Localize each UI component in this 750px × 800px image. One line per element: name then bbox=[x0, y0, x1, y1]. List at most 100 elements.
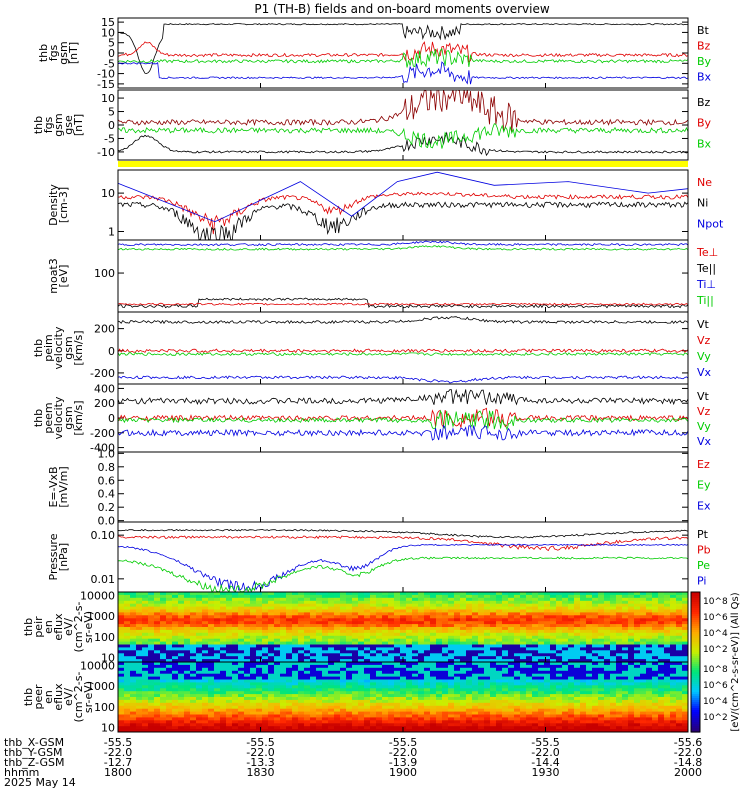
spectro-cell bbox=[658, 597, 665, 602]
spectro-cell bbox=[538, 726, 545, 730]
spectro-cell bbox=[400, 679, 407, 683]
spectro-cell bbox=[646, 650, 653, 654]
spectro-cell bbox=[328, 673, 335, 678]
colorbar-cell bbox=[691, 694, 700, 697]
spectro-cell bbox=[376, 621, 383, 625]
spectro-cell bbox=[154, 720, 161, 724]
spectro-cell bbox=[520, 629, 527, 634]
spectro-cell bbox=[310, 592, 317, 596]
spectro-cell bbox=[274, 653, 281, 657]
spectro-cell bbox=[520, 618, 527, 622]
xaxis-value: -22.0 bbox=[531, 746, 559, 759]
colorbar-tick: 10^6 bbox=[703, 681, 728, 691]
spectro-cell bbox=[676, 653, 683, 657]
spectro-cell bbox=[574, 720, 581, 724]
spectro-cell bbox=[586, 699, 593, 704]
spectro-cell bbox=[448, 729, 455, 733]
spectro-cell bbox=[352, 711, 359, 715]
spectro-cell bbox=[526, 667, 533, 672]
spectro-cell bbox=[538, 676, 545, 680]
spectro-cell bbox=[316, 594, 323, 599]
spectro-cell bbox=[532, 720, 539, 724]
spectro-cell bbox=[556, 720, 563, 724]
spectro-cell bbox=[628, 653, 635, 657]
spectro-cell bbox=[256, 612, 263, 616]
spectro-cell bbox=[172, 612, 179, 616]
spectro-cell bbox=[310, 606, 317, 610]
spectro-cell bbox=[616, 697, 623, 701]
y-tick-label: 10 bbox=[101, 187, 115, 200]
spectro-cell bbox=[130, 632, 137, 637]
spectro-cell bbox=[442, 720, 449, 724]
spectro-cell bbox=[286, 679, 293, 683]
spectro-cell bbox=[418, 627, 425, 631]
spectro-cell bbox=[424, 702, 431, 707]
spectro-cell bbox=[664, 702, 671, 707]
spectro-cell bbox=[682, 603, 689, 608]
spectro-cell bbox=[502, 726, 509, 730]
spectro-cell bbox=[160, 670, 167, 675]
spectro-cell bbox=[286, 697, 293, 701]
spectro-cell bbox=[148, 711, 155, 715]
spectro-cell bbox=[646, 609, 653, 613]
spectro-cell bbox=[136, 647, 143, 651]
y-axis-label-line: gsm bbox=[62, 336, 75, 359]
spectro-cell bbox=[340, 650, 347, 654]
spectro-cell bbox=[304, 659, 311, 663]
spectro-cell bbox=[322, 612, 329, 616]
spectro-cell bbox=[202, 624, 209, 628]
spectro-cell bbox=[346, 682, 353, 686]
spectro-cell bbox=[214, 676, 221, 680]
spectro-cell bbox=[622, 726, 629, 730]
spectro-cell bbox=[484, 699, 491, 704]
spectro-cell bbox=[268, 688, 275, 692]
spectro-cell bbox=[652, 673, 659, 678]
spectro-cell bbox=[346, 653, 353, 657]
spectro-cell bbox=[118, 720, 125, 724]
spectro-cell bbox=[670, 606, 677, 610]
spectro-cell bbox=[478, 594, 485, 599]
spectro-cell bbox=[262, 621, 269, 625]
spectro-cell bbox=[250, 603, 257, 608]
spectro-cell bbox=[496, 644, 503, 648]
spectro-cell bbox=[238, 685, 245, 689]
spectro-cell bbox=[670, 656, 677, 660]
spectro-cell bbox=[640, 667, 647, 672]
spectro-cell bbox=[322, 624, 329, 628]
spectro-cell bbox=[388, 667, 395, 672]
spectro-cell bbox=[394, 667, 401, 672]
spectro-cell bbox=[610, 688, 617, 692]
spectro-cell bbox=[160, 600, 167, 605]
spectro-cell bbox=[142, 650, 149, 654]
spectro-cell bbox=[604, 594, 611, 599]
spectro-cell bbox=[226, 603, 233, 608]
spectro-cell bbox=[262, 679, 269, 683]
spectro-cell bbox=[364, 697, 371, 701]
spectro-cell bbox=[136, 679, 143, 683]
spectro-cell bbox=[280, 717, 287, 721]
spectro-cell bbox=[520, 632, 527, 637]
spectro-cell bbox=[220, 720, 227, 724]
spectro-cell bbox=[274, 603, 281, 608]
spectro-cell bbox=[346, 618, 353, 622]
spectro-cell bbox=[190, 624, 197, 628]
spectro-cell bbox=[628, 600, 635, 605]
spectro-cell bbox=[532, 644, 539, 648]
spectro-cell bbox=[142, 653, 149, 657]
spectro-cell bbox=[574, 688, 581, 692]
spectro-cell bbox=[436, 682, 443, 686]
spectro-cell bbox=[232, 650, 239, 654]
spectro-cell bbox=[286, 682, 293, 686]
spectro-cell bbox=[154, 621, 161, 625]
spectro-cell bbox=[424, 638, 431, 643]
spectro-cell bbox=[160, 679, 167, 683]
spectro-cell bbox=[154, 711, 161, 715]
spectro-cell bbox=[328, 726, 335, 730]
spectro-cell bbox=[616, 685, 623, 689]
spectro-cell bbox=[232, 653, 239, 657]
spectro-cell bbox=[292, 638, 299, 643]
spectro-cell bbox=[472, 624, 479, 628]
spectro-cell bbox=[478, 705, 485, 710]
spectro-cell bbox=[514, 702, 521, 707]
spectro-cell bbox=[334, 606, 341, 610]
